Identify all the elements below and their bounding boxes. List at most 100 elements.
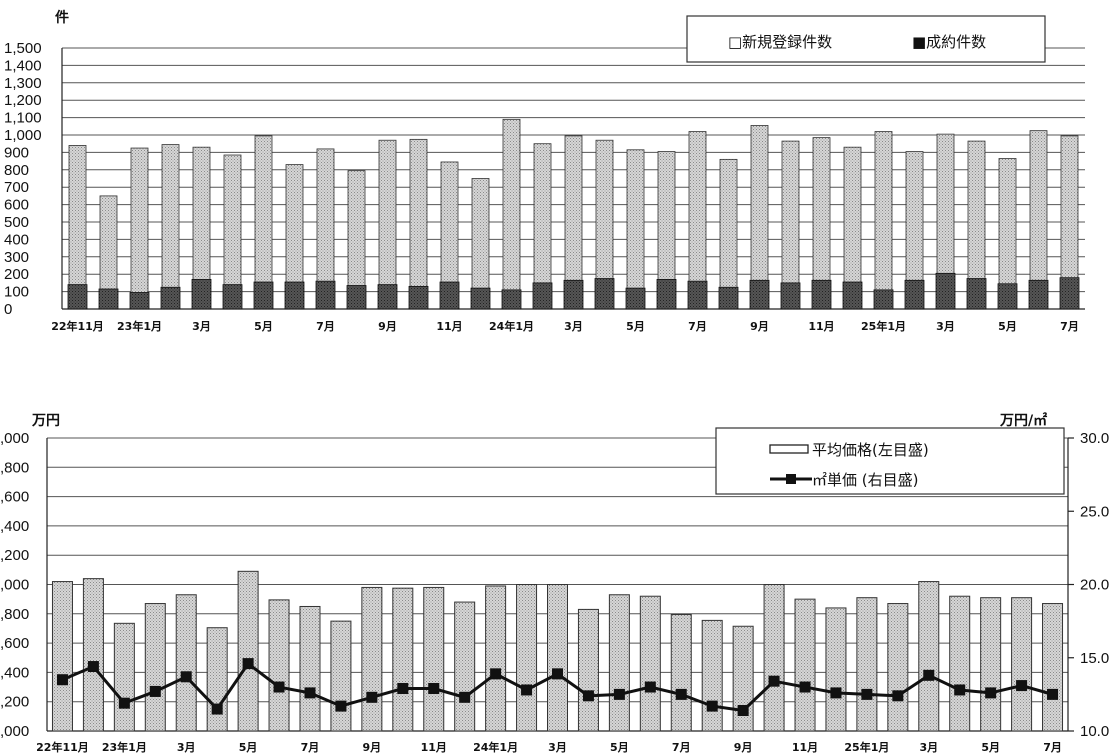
unit-price-marker [737,704,749,716]
price-bar [454,601,476,732]
contracted-bar [966,278,987,310]
unit-price-marker [366,691,378,703]
top-x-tick: 5月 [254,320,273,333]
price-bar [330,620,352,732]
registered-bar [719,158,738,310]
contracted-bar [501,289,522,310]
price-bar [206,627,228,732]
top-x-tick: 3月 [192,320,211,333]
top-y-tick: 700 [4,179,29,196]
price-bar [825,607,847,732]
top-chart: 件 01002003004005006007008009001,0001,100… [4,9,1085,333]
top-y-tick: 200 [4,266,29,283]
contracted-bar [935,272,956,310]
unit-price-marker [1016,680,1028,692]
registered-bar [161,144,180,310]
bottom-left-y-tick-labels: ,000 ,800 ,600 ,400 ,200 ,000 ,800 ,600 ,400 ,200… [0,430,29,740]
top-x-tick: 9月 [378,320,397,333]
unit-price-marker [304,687,316,699]
top-y-tick: 400 [4,231,29,248]
top-y-tick: 500 [4,214,29,231]
price-bar [237,570,259,732]
bottom-bars [51,570,1064,732]
bottom-left-y-tick: ,400 [0,518,29,535]
top-y-tick: 1,200 [4,92,42,109]
price-bar [547,584,568,732]
unit-price-marker [428,683,440,695]
contracted-bar [315,280,336,310]
registered-bar [409,138,428,310]
unit-price-marker [799,681,811,693]
bottom-right-axis-unit: 万円/㎡ [999,412,1047,429]
bottom-x-tick: 7月 [1043,741,1062,754]
unit-price-marker [118,697,130,709]
price-bar [1011,597,1033,732]
contracted-bar [470,287,491,310]
price-bar [113,622,135,732]
contracted-bar [1059,277,1080,310]
bottom-right-y-tick: 25.0 [1080,503,1109,520]
registered-bar [874,131,893,310]
bottom-right-y-tick-labels: 30.0 25.0 20.0 15.0 10.0 [1080,430,1109,740]
contracted-bar [780,282,801,310]
top-x-tick: 23年1月 [117,319,162,333]
bottom-left-y-tick: ,400 [0,664,29,681]
top-y-tick: 300 [4,249,29,266]
legend-unit-price-label: ㎡単価 (右目盛) [812,471,918,489]
legend-marker-icon [786,474,796,484]
top-legend-box [686,15,1046,63]
contracted-bar [191,279,212,310]
top-y-tick: 1,400 [4,57,42,74]
top-x-tick: 25年1月 [861,319,906,333]
bottom-x-tick: 7月 [301,741,320,754]
unit-price-marker [954,684,966,696]
price-bar [423,586,445,732]
unit-price-marker [180,671,192,683]
contracted-bar [129,292,150,310]
top-x-tick: 3月 [936,320,955,333]
top-x-tick: 24年1月 [489,319,534,333]
contracted-bar [377,284,398,310]
contracted-bar [346,285,367,310]
top-y-tick: 0 [4,301,12,318]
unit-price-marker [490,668,502,680]
bottom-left-y-tick: ,000 [0,430,29,447]
bottom-x-tick: 25年1月 [844,740,889,754]
legend-registered-label: □新規登録件数 [728,33,832,51]
unit-price-marker [768,675,780,687]
top-x-tick: 11月 [808,320,834,333]
unit-price-marker [56,674,68,686]
contracted-bar [718,286,739,310]
price-bar [918,581,940,732]
price-bar [485,585,507,732]
price-bar [639,595,661,732]
registered-bar [626,149,645,310]
unit-price-marker [1047,688,1059,700]
bottom-left-y-tick: ,600 [0,635,29,652]
contracted-bar [811,279,832,310]
price-bar [361,586,383,732]
unit-price-marker [861,688,873,700]
unit-price-marker [706,700,718,712]
registered-bar [378,139,397,310]
contracted-bar [749,279,770,310]
top-y-axis-unit: 件 [55,9,69,26]
contracted-bar [904,279,925,310]
bottom-x-tick: 11月 [421,741,447,754]
bottom-left-y-tick: ,800 [0,459,29,476]
price-bar [887,603,909,732]
price-bar [268,599,290,732]
bottom-left-y-tick: ,000 [0,577,29,594]
unit-price-marker [521,684,533,696]
bottom-left-y-tick: ,200 [0,694,29,711]
unit-price-marker [830,687,842,699]
unit-price-marker [582,690,594,702]
unit-price-marker [397,683,409,695]
bottom-unit-price-line [56,658,1059,716]
contracted-bar [997,283,1018,310]
bottom-right-y-tick: 20.0 [1080,577,1109,594]
bottom-left-y-tick: ,800 [0,606,29,623]
price-bar [670,614,692,732]
bottom-x-tick: 3月 [177,741,196,754]
